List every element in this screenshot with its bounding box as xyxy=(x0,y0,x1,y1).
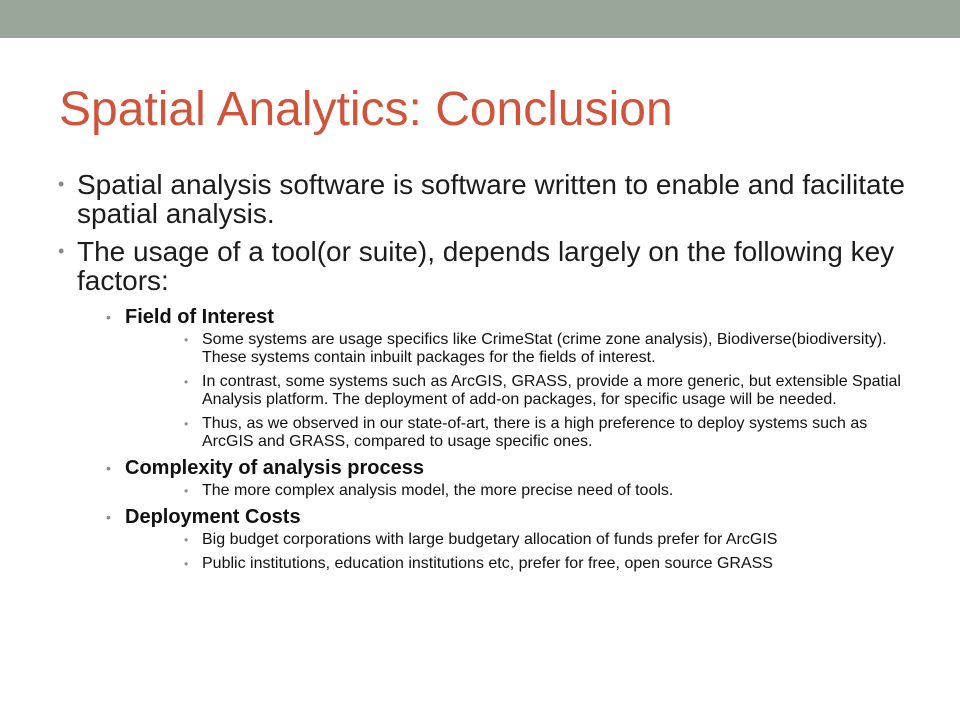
bullet-icon: • xyxy=(184,557,189,571)
bullet-icon: • xyxy=(184,375,189,389)
factor-points: • Big budget corporations with large bud… xyxy=(125,531,908,573)
factor-point: • In contrast, some systems such as ArcG… xyxy=(125,373,908,409)
factor-point: • The more complex analysis model, the m… xyxy=(125,482,908,500)
factor-item: • Field of Interest • Some systems are u… xyxy=(77,306,908,451)
bullet-icon: • xyxy=(106,509,111,525)
factor-points: • The more complex analysis model, the m… xyxy=(125,482,908,500)
slide-title: Spatial Analytics: Conclusion xyxy=(59,83,673,136)
factor-point: • Public institutions, education institu… xyxy=(125,555,908,573)
bullet-icon: • xyxy=(106,460,111,476)
bullet-icon: • xyxy=(58,174,65,194)
factor-list: • Field of Interest • Some systems are u… xyxy=(77,306,908,573)
bullet-icon: • xyxy=(184,484,189,498)
factor-item: • Complexity of analysis process • The m… xyxy=(77,457,908,500)
bullet-item: • The usage of a tool(or suite), depends… xyxy=(58,237,908,573)
bullet-text: Spatial analysis software is software wr… xyxy=(77,169,905,229)
header-band xyxy=(0,0,960,38)
bullet-icon: • xyxy=(58,241,65,261)
factor-heading: Field of Interest xyxy=(125,306,274,328)
factor-item: • Deployment Costs • Big budget corporat… xyxy=(77,506,908,573)
factor-point: • Some systems are usage specifics like … xyxy=(125,331,908,367)
bullet-icon: • xyxy=(184,533,189,547)
point-text: The more complex analysis model, the mor… xyxy=(202,482,674,499)
point-text: Big budget corporations with large budge… xyxy=(202,531,778,548)
bullet-list: • Spatial analysis software is software … xyxy=(58,170,908,573)
bullet-icon: • xyxy=(184,417,189,431)
bullet-item: • Spatial analysis software is software … xyxy=(58,170,908,228)
point-text: Some systems are usage specifics like Cr… xyxy=(202,331,887,366)
factor-heading: Deployment Costs xyxy=(125,506,301,528)
factor-heading: Complexity of analysis process xyxy=(125,457,425,479)
bullet-icon: • xyxy=(106,309,111,325)
bullet-icon: • xyxy=(184,333,189,347)
factor-point: • Thus, as we observed in our state-of-a… xyxy=(125,415,908,451)
point-text: Public institutions, education instituti… xyxy=(202,555,773,572)
slide-body: • Spatial analysis software is software … xyxy=(58,170,908,582)
factor-points: • Some systems are usage specifics like … xyxy=(125,331,908,451)
factor-point: • Big budget corporations with large bud… xyxy=(125,531,908,549)
point-text: In contrast, some systems such as ArcGIS… xyxy=(202,373,901,408)
point-text: Thus, as we observed in our state-of-art… xyxy=(202,415,868,450)
bullet-text: The usage of a tool(or suite), depends l… xyxy=(77,236,895,296)
